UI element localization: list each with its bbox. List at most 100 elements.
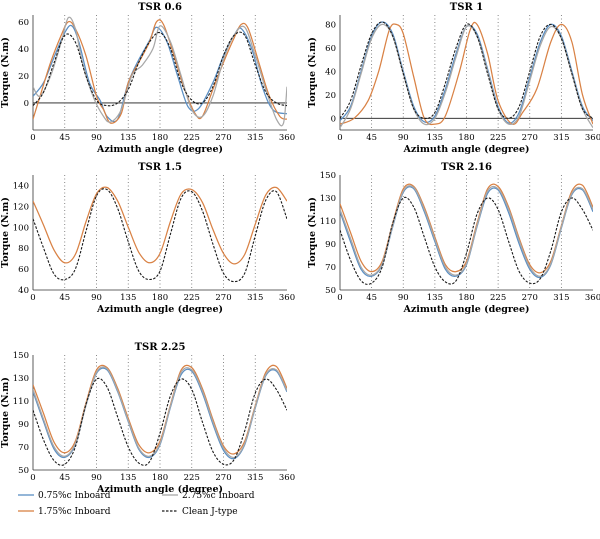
chart-title: TSR 2.16 (441, 162, 492, 173)
chart-panel-5: 0 45 90 135 180 225 270 315 360 50 70 90 110 130 150 TS… (0, 342, 295, 495)
chart-title: TSR 0.6 (138, 2, 182, 13)
series-line-s175 (33, 186, 287, 265)
chart-title: TSR 1 (450, 2, 483, 13)
legend-label: 0.75%c Inboard (38, 491, 111, 501)
y-tick-label: 150 (320, 171, 336, 181)
x-tick-label: 180 (152, 473, 168, 483)
series-line-s175 (33, 364, 287, 455)
x-tick-label: 315 (247, 293, 263, 303)
y-axis-label: Torque (N.m) (0, 377, 11, 448)
series-line-s175 (340, 21, 593, 126)
y-tick-label: 60 (325, 44, 336, 54)
x-tick-label: 360 (279, 293, 295, 303)
series-line-s275 (33, 16, 287, 127)
chart-title: TSR 1.5 (138, 162, 182, 173)
y-tick-label: 120 (13, 202, 29, 212)
y-axis-label: Torque (N.m) (307, 37, 318, 108)
x-axis-label: Azimuth angle (degree) (96, 144, 223, 155)
x-tick-label: 270 (215, 133, 231, 143)
chart-panel-3: 0 45 90 135 180 225 270 315 360 40 60 80 100 120 140 TS… (0, 162, 295, 315)
y-tick-label: 40 (325, 67, 336, 77)
x-tick-label: 270 (215, 473, 231, 483)
chart-title: TSR 2.25 (135, 342, 186, 353)
chart-panel-4: 0 45 90 135 180 225 270 315 360 50 70 90 110 130 150 TS… (307, 162, 600, 315)
x-axis-label: Azimuth angle (degree) (402, 144, 529, 155)
chart-panel-2: 0 45 90 135 180 225 270 315 360 0 20 40 60 80 TSR 1 Azi… (307, 2, 600, 155)
y-tick-label: 130 (320, 194, 336, 204)
y-tick-label: 60 (18, 18, 29, 28)
y-tick-label: 60 (18, 265, 29, 275)
y-tick-label: 90 (18, 420, 29, 430)
legend-label: 1.75%c Inboard (38, 507, 111, 517)
x-tick-label: 0 (337, 133, 342, 143)
y-tick-label: 80 (325, 20, 336, 30)
y-tick-label: 100 (13, 223, 29, 233)
series-line-clean (33, 31, 287, 107)
x-tick-label: 225 (490, 133, 506, 143)
chart-panel-1: 0 45 90 135 180 225 270 315 360 0 20 40 60 TSR 0.6 Azi… (0, 2, 295, 155)
x-tick-label: 270 (522, 293, 538, 303)
legend-label: 2.75%c Inboard (182, 491, 255, 501)
y-tick-label: 50 (18, 466, 29, 476)
x-tick-label: 360 (585, 293, 600, 303)
y-axis-label: Torque (N.m) (0, 37, 11, 108)
y-tick-label: 110 (320, 217, 336, 227)
x-axis-label: Azimuth angle (degree) (402, 304, 529, 315)
series-line-clean (340, 196, 593, 285)
x-tick-label: 135 (427, 133, 443, 143)
x-tick-label: 225 (184, 473, 200, 483)
legend-label: Clean J-type (182, 507, 238, 517)
y-tick-label: 20 (325, 91, 336, 101)
x-tick-label: 360 (279, 473, 295, 483)
x-tick-label: 315 (553, 133, 569, 143)
x-tick-label: 270 (522, 133, 538, 143)
series-line-s275 (33, 366, 287, 459)
y-tick-label: 40 (18, 286, 29, 296)
x-tick-label: 45 (59, 133, 70, 143)
x-tick-label: 270 (215, 293, 231, 303)
y-tick-label: 110 (13, 397, 29, 407)
x-tick-label: 0 (30, 133, 35, 143)
y-tick-label: 140 (13, 181, 29, 191)
x-tick-label: 135 (120, 293, 136, 303)
x-tick-label: 0 (30, 473, 35, 483)
x-tick-label: 90 (91, 473, 102, 483)
series-line-clean (340, 21, 593, 120)
series-line-s275 (340, 185, 593, 277)
x-tick-label: 180 (152, 133, 168, 143)
series-line-s175 (340, 183, 593, 274)
x-tick-label: 45 (59, 293, 70, 303)
x-tick-label: 360 (585, 133, 600, 143)
x-axis-label: Azimuth angle (degree) (96, 304, 223, 315)
x-tick-label: 315 (247, 133, 263, 143)
y-tick-label: 70 (18, 443, 29, 453)
x-tick-label: 225 (184, 293, 200, 303)
y-axis-label: Torque (N.m) (0, 197, 11, 268)
x-tick-label: 45 (366, 133, 377, 143)
y-tick-label: 70 (325, 263, 336, 273)
x-tick-label: 135 (120, 473, 136, 483)
x-tick-label: 225 (184, 133, 200, 143)
y-tick-label: 130 (13, 374, 29, 384)
x-tick-label: 180 (458, 293, 474, 303)
series-line-clean (33, 377, 287, 466)
y-tick-label: 0 (24, 99, 29, 109)
series-line-s175 (33, 19, 287, 124)
x-tick-label: 180 (152, 293, 168, 303)
x-axis-label: Azimuth angle (degree) (96, 484, 223, 495)
x-tick-label: 135 (427, 293, 443, 303)
x-tick-label: 0 (337, 293, 342, 303)
x-tick-label: 45 (59, 473, 70, 483)
x-tick-label: 180 (458, 133, 474, 143)
y-axis-label: Torque (N.m) (307, 197, 318, 268)
x-tick-label: 90 (91, 133, 102, 143)
legend: 0.75%c Inboard 2.75%c Inboard 1.75%c Inboa… (18, 491, 255, 517)
y-tick-label: 40 (18, 45, 29, 55)
y-tick-label: 150 (13, 351, 29, 361)
x-tick-label: 90 (398, 133, 409, 143)
x-tick-label: 90 (91, 293, 102, 303)
x-tick-label: 135 (120, 133, 136, 143)
y-tick-label: 0 (331, 114, 336, 124)
x-tick-label: 225 (490, 293, 506, 303)
